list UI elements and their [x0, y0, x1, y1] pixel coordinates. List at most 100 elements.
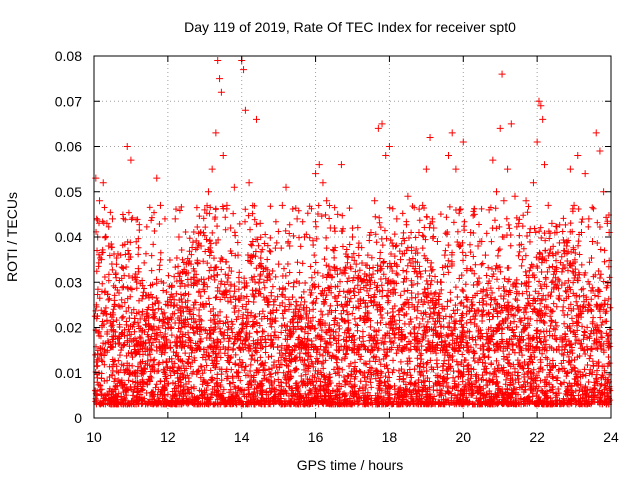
background-marker [436, 290, 443, 297]
background-marker [333, 298, 340, 305]
background-marker [384, 310, 391, 317]
background-marker [228, 318, 235, 325]
background-marker [398, 366, 405, 373]
background-marker [441, 337, 448, 344]
background-marker [444, 375, 451, 382]
background-marker [604, 363, 611, 370]
background-marker [258, 361, 265, 368]
background-marker [226, 288, 233, 295]
background-marker [495, 383, 502, 390]
background-marker [419, 245, 426, 252]
background-marker [431, 321, 438, 328]
background-marker [124, 295, 131, 302]
background-marker [509, 303, 516, 310]
background-marker [357, 314, 364, 321]
background-marker [296, 269, 303, 276]
background-marker [560, 352, 567, 359]
background-marker [507, 320, 514, 327]
background-marker [231, 383, 238, 390]
background-marker [450, 307, 457, 314]
background-marker [213, 387, 220, 394]
background-marker [511, 318, 518, 325]
background-marker [240, 391, 247, 398]
background-marker [415, 376, 422, 383]
background-marker [562, 221, 569, 228]
background-marker [205, 275, 212, 282]
background-marker [295, 207, 302, 214]
background-marker [94, 350, 101, 357]
background-marker [495, 247, 502, 254]
background-marker [590, 363, 597, 370]
background-marker [175, 364, 182, 371]
background-marker [139, 295, 146, 302]
background-marker [212, 311, 219, 318]
background-marker [585, 379, 592, 386]
background-marker [262, 359, 269, 366]
background-marker [347, 360, 354, 367]
background-marker [368, 343, 375, 350]
background-marker [313, 355, 320, 362]
background-marker [352, 268, 359, 275]
background-marker [414, 362, 421, 369]
background-marker [217, 381, 224, 388]
background-marker [283, 362, 290, 369]
background-marker [361, 369, 368, 376]
background-marker [351, 292, 358, 299]
background-marker [314, 370, 321, 377]
background-marker [526, 267, 533, 274]
background-marker [239, 326, 246, 333]
background-marker [436, 386, 443, 393]
background-marker [469, 390, 476, 397]
background-marker [267, 248, 274, 255]
background-marker [179, 256, 186, 263]
background-marker [487, 301, 494, 308]
background-marker [533, 392, 540, 399]
background-marker [547, 246, 554, 253]
background-marker [237, 377, 244, 384]
background-marker [258, 260, 265, 267]
background-marker [203, 387, 210, 394]
background-marker [590, 205, 597, 212]
background-marker [434, 311, 441, 318]
background-marker [279, 286, 286, 293]
background-marker [116, 352, 123, 359]
background-marker [506, 360, 513, 367]
background-marker [264, 266, 271, 273]
background-marker [354, 327, 361, 334]
background-marker [459, 378, 466, 385]
background-marker [190, 383, 197, 390]
background-marker [460, 288, 467, 295]
background-marker [570, 290, 577, 297]
background-marker [132, 270, 139, 277]
background-marker [167, 372, 174, 379]
background-marker [300, 288, 307, 295]
background-marker [428, 267, 435, 274]
background-marker [234, 370, 241, 377]
background-marker [332, 355, 339, 362]
background-marker [380, 260, 387, 267]
background-marker [177, 391, 184, 398]
background-marker [345, 325, 352, 332]
background-marker [186, 353, 193, 360]
background-marker [334, 302, 341, 309]
background-marker [111, 375, 118, 382]
background-marker [472, 379, 479, 386]
background-marker [102, 304, 109, 311]
background-marker [150, 357, 157, 364]
background-marker [589, 204, 596, 211]
background-marker [393, 242, 400, 249]
background-marker [217, 346, 224, 353]
background-marker [376, 356, 383, 363]
background-marker [329, 352, 336, 359]
background-marker [433, 360, 440, 367]
background-marker [448, 331, 455, 338]
background-marker [325, 349, 332, 356]
background-marker [196, 306, 203, 313]
background-marker [432, 401, 439, 408]
background-marker [227, 386, 234, 393]
background-marker [176, 207, 183, 214]
background-marker [186, 336, 193, 343]
background-marker [294, 319, 301, 326]
background-marker [367, 379, 374, 386]
background-marker [305, 391, 312, 398]
